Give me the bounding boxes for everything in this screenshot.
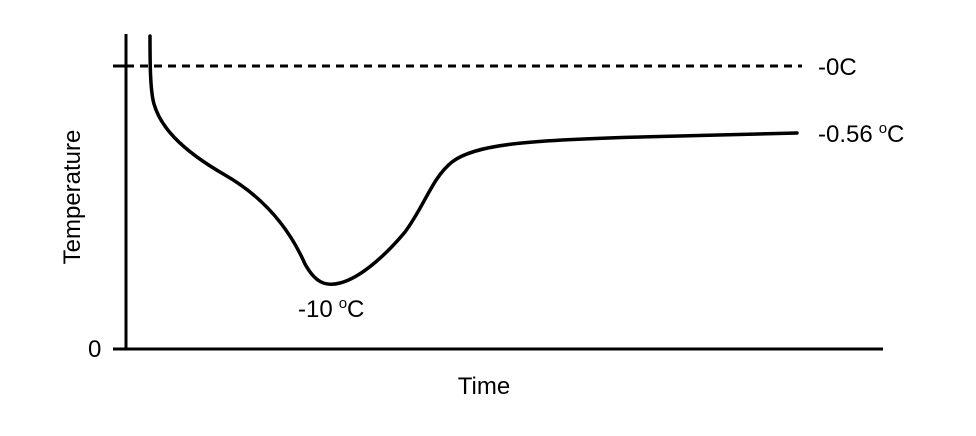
minimum-annotation: -10 oC <box>298 295 364 323</box>
plateau-value: -0.56 <box>818 121 873 148</box>
minimum-unit: C <box>347 296 364 323</box>
plateau-annotation: -0.56 oC <box>818 120 904 148</box>
x-axis-label: Time <box>458 373 510 400</box>
minimum-value: -10 <box>298 296 333 323</box>
plateau-unit: C <box>887 121 904 148</box>
temperature-curve <box>148 34 799 286</box>
minimum-degree-sign: o <box>339 295 347 312</box>
y-origin-label: 0 <box>88 336 101 363</box>
reference-line-label: -0C <box>818 54 857 81</box>
plateau-degree-sign: o <box>879 120 887 137</box>
y-axis-label: Temperature <box>59 130 86 265</box>
